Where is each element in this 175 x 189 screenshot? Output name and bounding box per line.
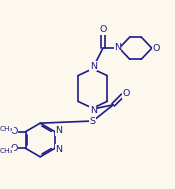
Text: N: N [114,43,121,52]
Text: N: N [56,126,63,135]
Text: N: N [90,106,97,115]
Text: N: N [56,145,63,154]
Text: O: O [10,127,18,136]
Text: O: O [10,144,18,153]
Text: CH₃: CH₃ [0,126,13,132]
Text: N: N [90,62,97,71]
Text: O: O [152,44,160,53]
Text: CH₃: CH₃ [0,148,13,154]
Text: S: S [90,117,96,126]
Text: O: O [99,25,107,34]
Text: O: O [122,89,130,98]
